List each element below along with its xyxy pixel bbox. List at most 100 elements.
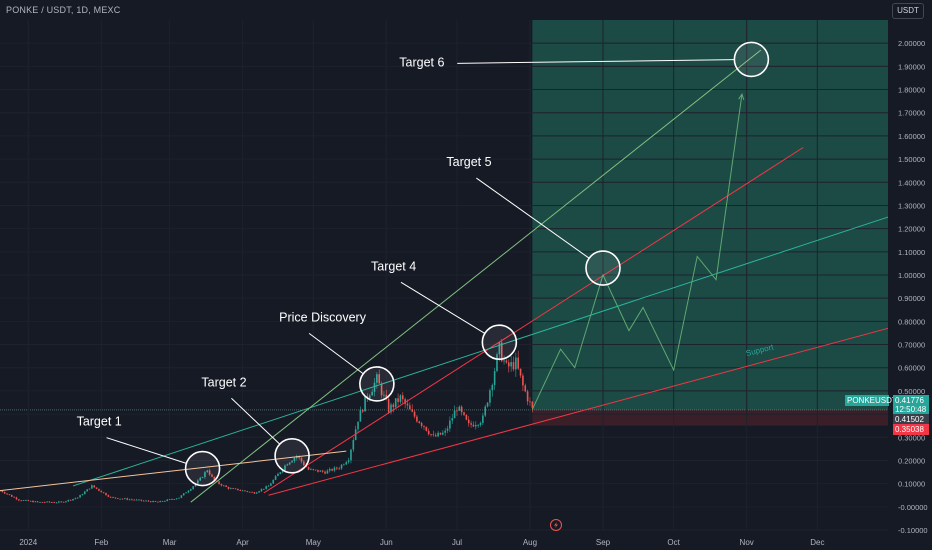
candle-body bbox=[100, 490, 103, 493]
candle-body bbox=[149, 501, 152, 503]
lightning-icon[interactable] bbox=[550, 519, 562, 531]
candle-body bbox=[234, 488, 237, 490]
candle-body bbox=[164, 501, 166, 502]
candle-body bbox=[517, 357, 519, 369]
target-label: Target 6 bbox=[399, 55, 444, 69]
candle-body bbox=[107, 495, 110, 497]
candle-body bbox=[420, 423, 423, 426]
candle-body bbox=[55, 502, 58, 504]
candle-body bbox=[444, 430, 446, 433]
candle-body bbox=[531, 401, 534, 408]
candle-body bbox=[3, 492, 6, 494]
candle-body bbox=[114, 497, 117, 499]
candle-body bbox=[274, 476, 277, 480]
candle-body bbox=[387, 399, 390, 413]
candle-body bbox=[491, 385, 494, 391]
currency-selector[interactable]: USDT bbox=[892, 3, 924, 19]
candle-body bbox=[91, 485, 93, 489]
candle-body bbox=[317, 469, 319, 472]
candle-body bbox=[142, 500, 145, 502]
y-axis: 2.00000 1.90000 1.80000 1.70000 1.60000 1.500… bbox=[888, 0, 932, 550]
trend-line-green-trend bbox=[190, 49, 762, 503]
candle-body bbox=[265, 486, 267, 489]
y-tick-label: 0.80000 bbox=[898, 317, 925, 326]
candle-body bbox=[43, 502, 46, 504]
candle-body bbox=[69, 499, 72, 501]
candle-body bbox=[32, 500, 34, 503]
candle-body bbox=[48, 501, 51, 503]
candle-body bbox=[58, 501, 60, 503]
candle-body bbox=[13, 496, 15, 498]
candle-body bbox=[272, 479, 275, 484]
candle-body bbox=[338, 468, 340, 470]
y-tick-label: 1.80000 bbox=[898, 86, 925, 95]
candle-body bbox=[293, 457, 296, 461]
candle-body bbox=[67, 499, 70, 502]
candle-body bbox=[385, 394, 388, 400]
candle-body bbox=[121, 498, 124, 500]
candle-body bbox=[361, 409, 364, 412]
candle-body bbox=[423, 425, 425, 427]
y-tick-label: 1.00000 bbox=[898, 271, 925, 280]
candle-body bbox=[380, 383, 383, 396]
candle-body bbox=[119, 498, 121, 500]
trend-line-support bbox=[268, 327, 889, 496]
x-tick-label: Sep bbox=[596, 538, 611, 547]
candle-body bbox=[230, 488, 232, 490]
candle-body bbox=[467, 419, 470, 424]
candle-body bbox=[500, 342, 503, 362]
candle-body bbox=[227, 486, 230, 489]
candle-body bbox=[211, 474, 213, 477]
candle-body bbox=[171, 499, 173, 500]
candle-body bbox=[253, 492, 256, 494]
high-price-tag: 0.41502 bbox=[893, 414, 929, 425]
trend-line-orange-trend bbox=[0, 450, 347, 492]
candle-body bbox=[333, 467, 336, 471]
candle-body bbox=[303, 461, 305, 466]
candle-body bbox=[507, 362, 510, 367]
candle-body bbox=[244, 490, 246, 492]
candle-body bbox=[88, 488, 91, 490]
candle-body bbox=[20, 500, 22, 502]
candle-body bbox=[270, 483, 272, 486]
candle-body bbox=[46, 501, 48, 503]
candle-body bbox=[255, 492, 258, 494]
candle-body bbox=[413, 411, 416, 417]
candle-body bbox=[343, 464, 345, 466]
candle-body bbox=[72, 498, 74, 501]
candle-body bbox=[288, 462, 291, 465]
target-circle bbox=[184, 450, 221, 487]
x-tick-label: Dec bbox=[810, 538, 824, 547]
candle-body bbox=[286, 464, 289, 466]
candle-body bbox=[515, 357, 517, 370]
candle-body bbox=[154, 501, 157, 502]
candle-body bbox=[364, 396, 366, 412]
candle-body bbox=[225, 485, 227, 487]
target-circle bbox=[481, 324, 518, 361]
symbol-price-tag: PONKEUSDT bbox=[845, 395, 897, 406]
candle-body bbox=[79, 495, 81, 498]
x-tick-label: Jun bbox=[380, 538, 393, 547]
candle-body bbox=[258, 491, 260, 493]
y-tick-label: -0.00000 bbox=[898, 503, 928, 512]
candle-body bbox=[263, 488, 265, 490]
target-label: Target 4 bbox=[371, 259, 416, 273]
candle-body bbox=[83, 491, 86, 495]
candle-body bbox=[201, 477, 204, 478]
candle-body bbox=[383, 394, 385, 396]
candle-body bbox=[522, 375, 524, 386]
candle-body bbox=[425, 426, 428, 431]
candle-body bbox=[519, 368, 522, 376]
candle-body bbox=[357, 421, 359, 430]
candle-body bbox=[93, 485, 96, 488]
candle-body bbox=[168, 499, 171, 500]
y-tick-label: 1.10000 bbox=[898, 248, 925, 257]
candle-body bbox=[328, 468, 331, 471]
candle-body bbox=[152, 501, 154, 503]
y-tick-label: 0.30000 bbox=[898, 433, 925, 442]
candle-body bbox=[437, 432, 439, 437]
y-tick-label: 1.70000 bbox=[898, 109, 925, 118]
candle-body bbox=[369, 395, 371, 399]
candle-body bbox=[430, 434, 432, 436]
